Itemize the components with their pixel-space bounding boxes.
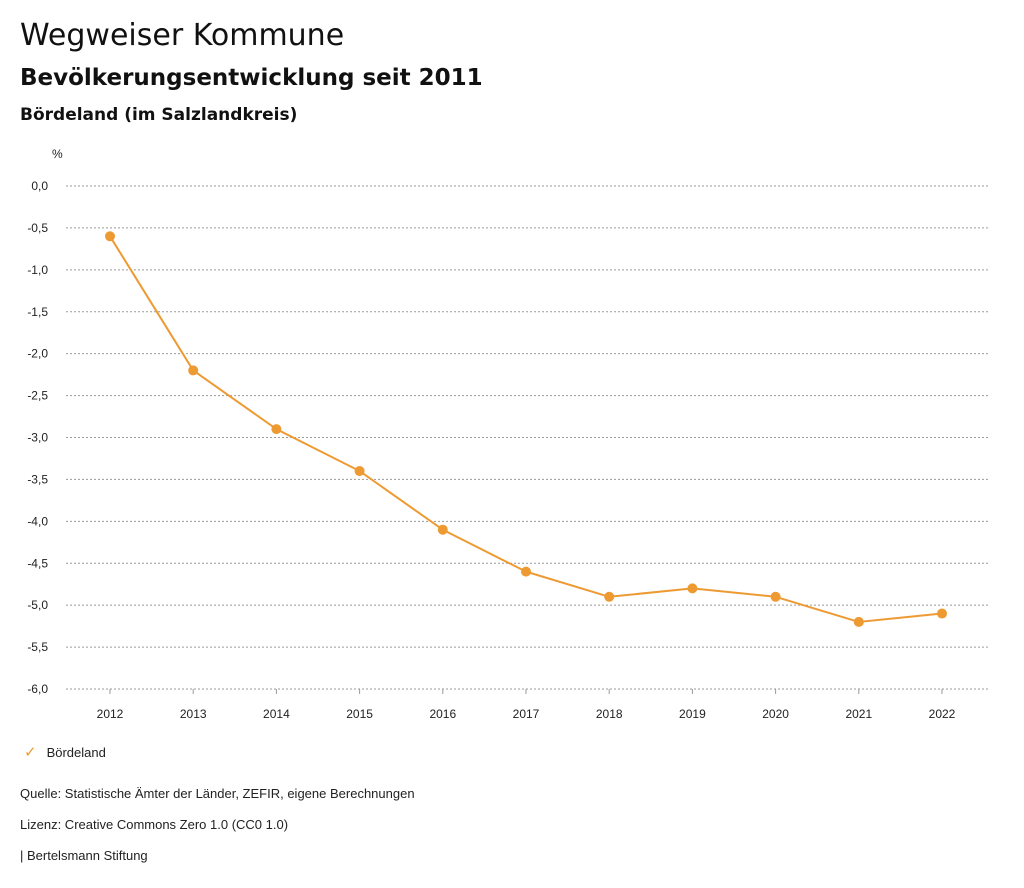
data-point[interactable] <box>853 616 864 627</box>
x-tick-label: 2013 <box>180 707 207 721</box>
publisher-note: | Bertelsmann Stiftung <box>20 848 148 863</box>
x-tick-label: 2014 <box>263 707 290 721</box>
x-axis-ticks: 2012 2013 2014 2015 2016 2017 2018 2019 2020 2021… <box>97 689 956 721</box>
license-note: Lizenz: Creative Commons Zero 1.0 (CC0 1… <box>20 817 289 832</box>
data-point[interactable] <box>271 424 282 435</box>
legend-label: Bördeland <box>46 745 106 760</box>
chart-subtitle: Bevölkerungsentwicklung seit 2011 <box>20 65 483 91</box>
x-tick-label: 2015 <box>346 707 373 721</box>
grid-lines <box>66 185 990 690</box>
x-tick-label: 2022 <box>929 707 956 721</box>
region-label: Bördeland (im Salzlandkreis) <box>20 105 298 125</box>
y-tick-label: -2,0 <box>27 347 48 361</box>
y-tick-label: -5,0 <box>27 598 48 612</box>
y-axis-unit-label: % <box>52 147 63 161</box>
y-tick-label: -4,0 <box>27 514 48 528</box>
source-note: Quelle: Statistische Ämter der Länder, Z… <box>20 786 415 801</box>
y-tick-label: 0,0 <box>31 179 48 193</box>
data-point[interactable] <box>687 583 698 594</box>
data-point[interactable] <box>354 466 365 477</box>
data-point[interactable] <box>521 566 531 577</box>
y-tick-label: -5,5 <box>27 640 48 654</box>
y-tick-label: -1,5 <box>27 305 48 319</box>
y-tick-label: -0,5 <box>27 221 48 235</box>
data-point[interactable] <box>105 231 115 242</box>
y-tick-label: -3,0 <box>27 431 48 445</box>
page-title: Wegweiser Kommune <box>20 18 345 53</box>
x-tick-label: 2016 <box>429 707 456 721</box>
series-line <box>109 235 943 623</box>
x-tick-label: 2017 <box>513 707 540 721</box>
y-tick-label: -6,0 <box>27 682 48 696</box>
series-bordeland <box>105 231 947 627</box>
y-tick-label: -3,5 <box>27 472 48 486</box>
data-point[interactable] <box>604 591 615 602</box>
data-point[interactable] <box>437 524 448 535</box>
data-point[interactable] <box>188 365 199 376</box>
x-tick-label: 2021 <box>845 707 872 721</box>
legend-item-bordeland[interactable]: ✓ Bördeland <box>24 745 106 760</box>
x-tick-label: 2012 <box>97 707 124 721</box>
y-tick-label: -1,0 <box>27 263 48 277</box>
y-tick-label: -4,5 <box>27 556 48 570</box>
y-axis-ticks: 0,0 -0,5 -1,0 -1,5 -2,0 -2,5 -3,0 -3,5 -4,0 -4,5 -… <box>27 179 48 696</box>
x-tick-label: 2018 <box>596 707 623 721</box>
data-point[interactable] <box>770 591 781 602</box>
data-point[interactable] <box>937 608 947 619</box>
checkmark-icon: ✓ <box>24 744 37 761</box>
x-tick-label: 2019 <box>679 707 706 721</box>
y-tick-label: -2,5 <box>27 389 48 403</box>
x-tick-label: 2020 <box>762 707 789 721</box>
line-chart: % 0,0 -0,5 -1,0 -1,5 -2,0 -2,5 -3,0 -3,5 -4,0 -4,… <box>27 147 990 721</box>
